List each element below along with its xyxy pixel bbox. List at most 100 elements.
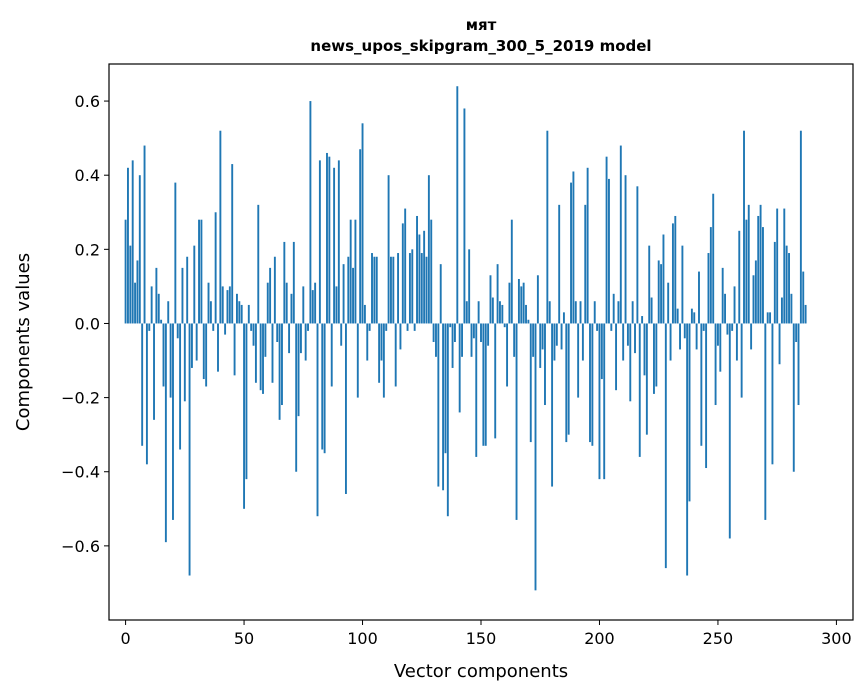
bar [788, 253, 790, 324]
bar [136, 260, 139, 324]
bar [539, 323, 542, 368]
bar [517, 278, 520, 324]
bar [638, 323, 641, 457]
bar [508, 282, 511, 324]
bar [387, 175, 390, 324]
bar [546, 130, 549, 324]
bar [617, 301, 620, 324]
bar [271, 323, 274, 383]
bar [716, 323, 719, 346]
bar [660, 264, 663, 324]
bar [754, 260, 757, 324]
bar [662, 234, 665, 324]
bar [181, 267, 184, 324]
bar [700, 323, 703, 446]
bar [655, 323, 658, 387]
bar [209, 301, 212, 324]
bar [385, 323, 388, 331]
bar [127, 167, 129, 324]
bar [129, 245, 132, 324]
bar [487, 323, 490, 346]
bar [534, 323, 537, 591]
bar [328, 156, 331, 324]
bar [667, 282, 670, 324]
bar [636, 186, 639, 324]
bar [669, 323, 672, 361]
bar [773, 241, 776, 324]
bar [236, 293, 238, 324]
bar [390, 256, 392, 324]
bar [321, 323, 324, 450]
bar [634, 323, 636, 354]
bar [527, 319, 530, 324]
bar [501, 304, 504, 324]
bar [413, 323, 416, 331]
bar [363, 304, 366, 324]
bar [309, 101, 312, 324]
bar [733, 286, 736, 324]
bar [335, 286, 338, 324]
bar [612, 293, 615, 324]
bar [792, 323, 795, 472]
bar [581, 323, 584, 361]
bar [562, 312, 565, 324]
bar [153, 323, 155, 420]
bar [432, 323, 435, 342]
bar [148, 323, 151, 331]
y-tick-label: 0.4 [75, 166, 100, 185]
bar [645, 323, 648, 435]
bar [423, 230, 426, 324]
bar [532, 323, 535, 357]
bar [323, 323, 326, 454]
bar [205, 323, 208, 387]
x-tick-label: 50 [234, 629, 254, 648]
bar [425, 256, 428, 324]
bar [757, 215, 760, 324]
bar [589, 323, 591, 443]
bar [472, 323, 475, 339]
bar [245, 323, 248, 480]
bar [629, 323, 632, 402]
bar [735, 323, 738, 361]
bar [354, 219, 357, 324]
bar [586, 167, 589, 324]
bar [219, 130, 222, 324]
bar [167, 301, 170, 324]
bar [134, 282, 137, 324]
bar [693, 312, 696, 324]
bar [762, 227, 764, 324]
bar [522, 282, 525, 324]
bar [375, 256, 378, 324]
bar [278, 323, 281, 420]
bar [420, 253, 423, 324]
bar [366, 323, 369, 361]
plot-frame [108, 63, 854, 621]
bar [570, 182, 572, 324]
y-tick-label: −0.4 [61, 463, 100, 482]
bar [359, 149, 362, 324]
bar [442, 323, 445, 491]
x-tick-label: 100 [347, 629, 378, 648]
bar [484, 323, 487, 446]
bar [224, 323, 227, 335]
bar [347, 256, 350, 324]
bar [605, 156, 608, 324]
x-tick-label: 250 [703, 629, 734, 648]
bar [342, 264, 345, 324]
bar [214, 212, 217, 324]
bar [394, 323, 397, 387]
bar [657, 260, 660, 324]
bar [172, 323, 174, 520]
bar [179, 323, 182, 450]
bar [804, 304, 807, 324]
bar [802, 271, 805, 324]
bar [510, 219, 513, 324]
bar [257, 204, 260, 324]
bar [406, 323, 409, 331]
bar [778, 323, 781, 365]
bar [494, 323, 497, 439]
bar [764, 323, 767, 520]
bar [776, 208, 779, 324]
bar [520, 286, 523, 324]
bar [318, 160, 321, 324]
